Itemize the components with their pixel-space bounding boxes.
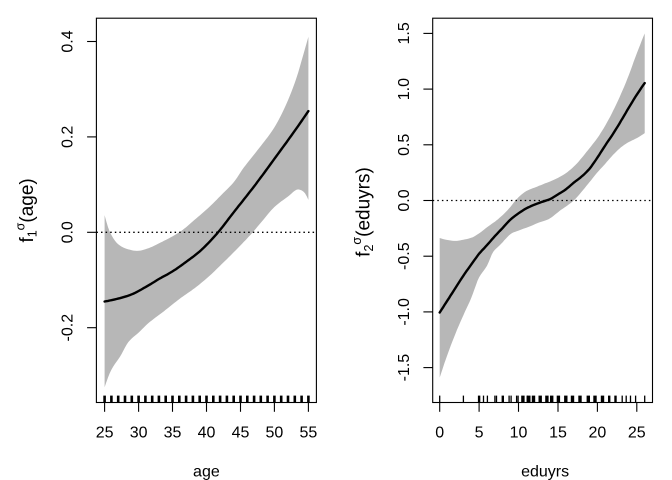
svg-text:0.0: 0.0	[396, 189, 413, 211]
svg-text:f1σ(age): f1σ(age)	[14, 178, 40, 242]
svg-text:age: age	[193, 464, 220, 480]
svg-text:20: 20	[589, 424, 607, 441]
svg-text:0: 0	[435, 424, 444, 441]
svg-text:40: 40	[198, 424, 216, 441]
svg-text:10: 10	[510, 424, 528, 441]
svg-text:45: 45	[232, 424, 250, 441]
svg-text:15: 15	[549, 424, 567, 441]
svg-text:-0.5: -0.5	[396, 242, 413, 270]
svg-text:25: 25	[628, 424, 646, 441]
svg-text:5: 5	[475, 424, 484, 441]
svg-text:0.0: 0.0	[60, 221, 77, 243]
svg-text:25: 25	[96, 424, 114, 441]
svg-text:-1.5: -1.5	[396, 354, 413, 382]
svg-text:30: 30	[130, 424, 148, 441]
svg-text:55: 55	[300, 424, 318, 441]
svg-text:35: 35	[164, 424, 182, 441]
svg-text:1.0: 1.0	[396, 78, 413, 100]
svg-text:0.4: 0.4	[60, 30, 77, 52]
svg-text:0.2: 0.2	[60, 126, 77, 148]
svg-text:0.5: 0.5	[396, 134, 413, 156]
svg-text:eduyrs: eduyrs	[521, 464, 569, 480]
svg-text:-0.2: -0.2	[60, 314, 77, 342]
svg-text:-1.0: -1.0	[396, 298, 413, 326]
svg-text:1.5: 1.5	[396, 22, 413, 44]
svg-text:50: 50	[266, 424, 284, 441]
svg-text:f2σ(eduyrs): f2σ(eduyrs)	[350, 167, 376, 257]
